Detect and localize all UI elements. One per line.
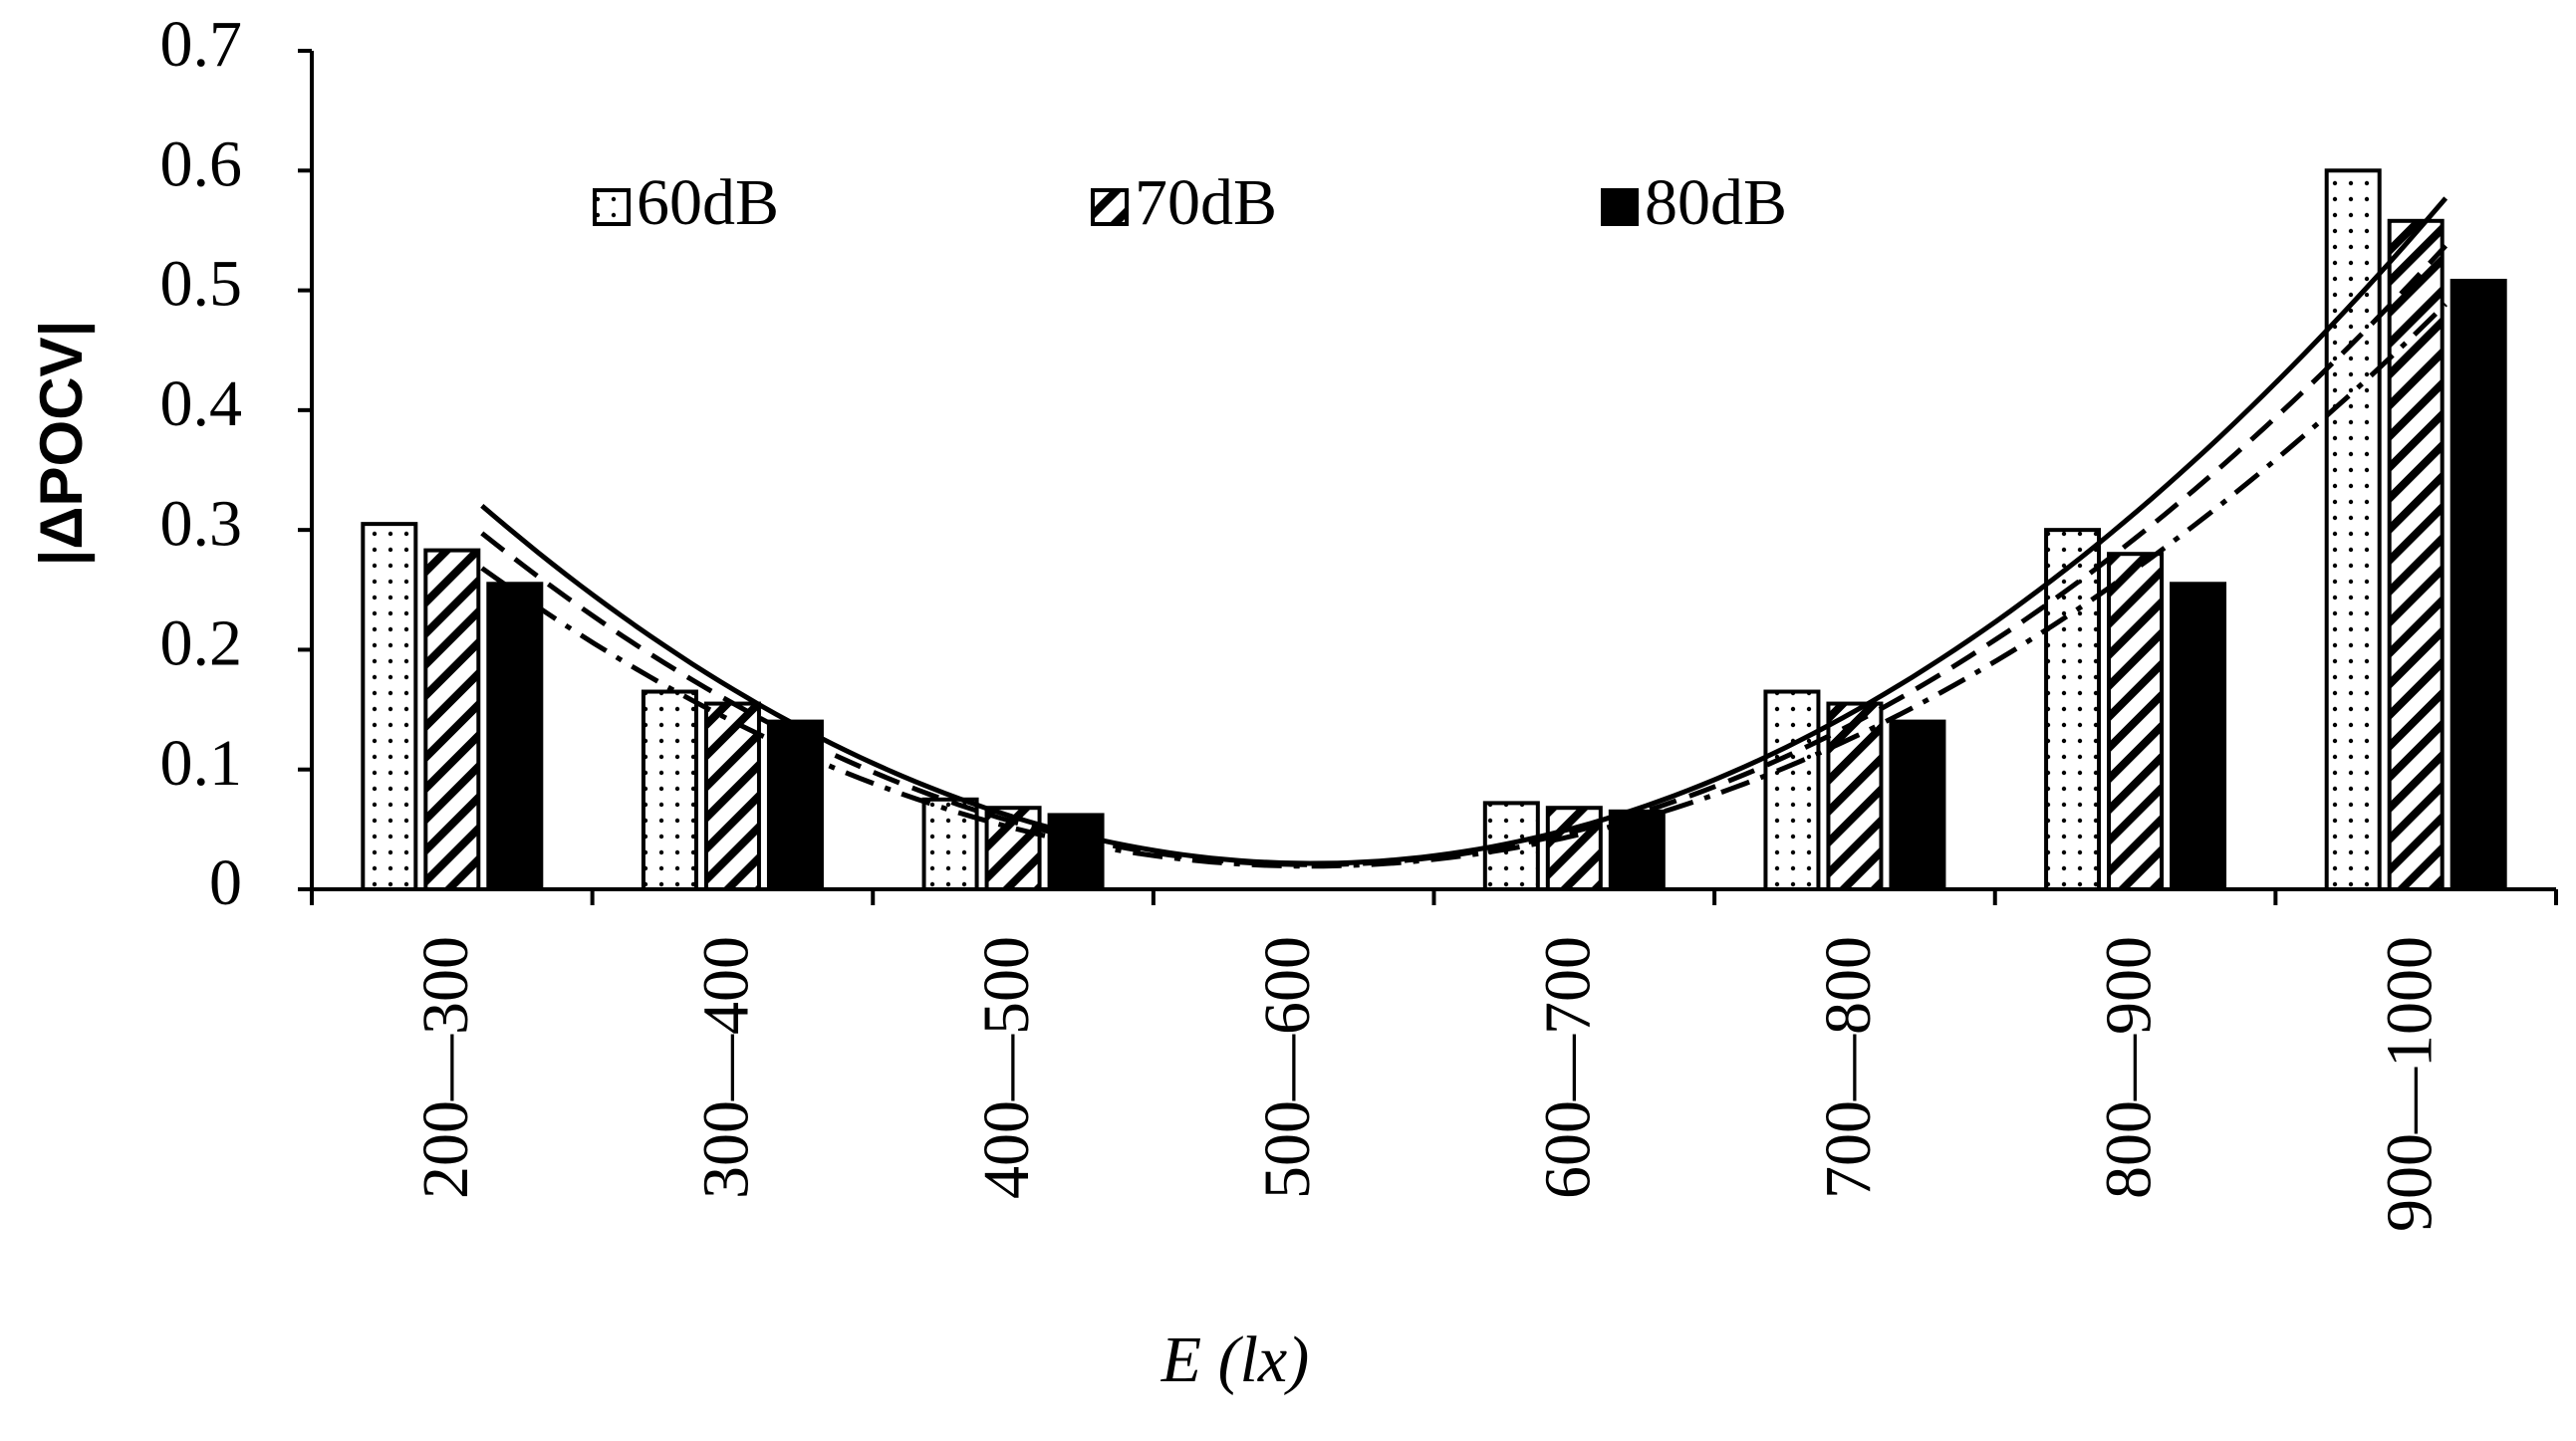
y-tick-label: 0.7 [160, 8, 243, 81]
y-axis-label: |ΔPOCV| [28, 321, 96, 567]
y-tick-label: 0.1 [160, 727, 243, 800]
x-axis-label: E (lx) [1160, 1323, 1309, 1396]
bar [486, 582, 544, 891]
legend-swatch [1601, 188, 1639, 226]
y-tick-label: 0.4 [160, 367, 243, 440]
x-tick-label: 500—600 [1251, 936, 1324, 1199]
bar [1545, 806, 1603, 891]
bar [2324, 168, 2382, 892]
bar [361, 522, 418, 892]
bar [921, 797, 979, 891]
x-tick-label: 900—1000 [2373, 936, 2446, 1232]
bar [2170, 582, 2227, 891]
legend-swatch [593, 188, 631, 226]
bar [1826, 701, 1884, 891]
legend-label: 80dB [1645, 166, 1787, 239]
trend-line [480, 244, 2448, 867]
bar [1763, 689, 1821, 891]
legend-label: 60dB [637, 166, 779, 239]
legend-label: 70dB [1135, 166, 1277, 239]
bar [641, 689, 698, 891]
bar [2449, 278, 2507, 892]
bar [1889, 719, 1946, 891]
y-tick-label: 0 [209, 846, 242, 919]
x-tick-label: 600—700 [1531, 936, 1604, 1199]
x-tick-label: 800—900 [2093, 936, 2166, 1199]
bar [2387, 218, 2445, 891]
y-tick-label: 0.6 [160, 127, 243, 200]
y-tick-label: 0.5 [160, 248, 243, 321]
bar [2107, 552, 2165, 891]
trend-line [480, 302, 2447, 869]
bar [423, 548, 481, 891]
x-tick-label: 400—500 [970, 936, 1043, 1199]
bar [2044, 528, 2102, 892]
legend-swatch [1091, 188, 1129, 226]
x-tick-label: 200—300 [409, 936, 482, 1199]
y-tick-label: 0.3 [160, 487, 243, 560]
x-tick-label: 300—400 [690, 936, 763, 1199]
x-tick-label: 700—800 [1812, 936, 1885, 1199]
bar [1047, 813, 1105, 891]
y-tick-label: 0.2 [160, 607, 243, 680]
